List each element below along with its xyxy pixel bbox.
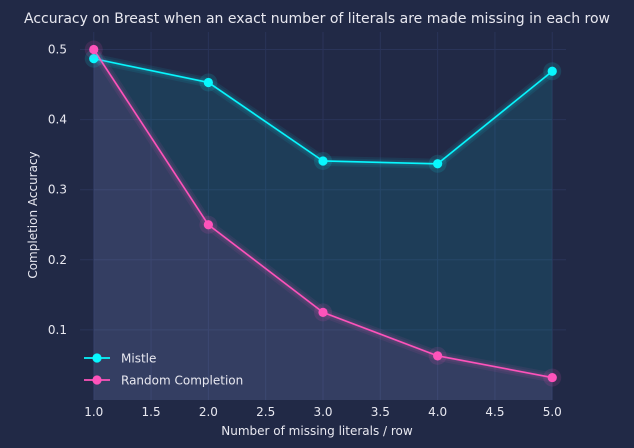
grid <box>80 32 566 400</box>
x-axis-label: Number of missing literals / row <box>221 424 413 438</box>
data-point <box>89 54 99 64</box>
y-tick-label: 0.2 <box>48 253 67 267</box>
x-tick-label: 4.0 <box>428 405 447 419</box>
data-point <box>318 156 328 166</box>
area-fill-0 <box>93 58 553 400</box>
legend-marker <box>92 353 102 363</box>
data-point <box>547 372 557 383</box>
series-points <box>84 40 562 387</box>
y-axis-label: Completion Accuracy <box>26 151 40 278</box>
y-ticks: 0.1 0.2 0.3 0.4 0.5 <box>48 43 67 337</box>
area-fills <box>93 49 553 401</box>
x-tick-label: 5.0 <box>543 405 562 419</box>
data-point <box>433 159 443 169</box>
legend-label: Random Completion <box>121 374 243 388</box>
x-tick-label: 4.5 <box>485 405 504 419</box>
x-tick-label: 2.0 <box>199 405 218 419</box>
legend-label: Mistle <box>121 352 156 366</box>
legend: Mistle Random Completion <box>84 352 243 388</box>
area-fill-1 <box>93 49 553 401</box>
x-tick-label: 3.5 <box>371 405 390 419</box>
x-tick-label: 2.5 <box>256 405 275 419</box>
y-tick-label: 0.4 <box>48 113 67 127</box>
data-point <box>203 77 213 88</box>
data-point <box>433 351 443 361</box>
y-tick-label: 0.5 <box>48 43 67 57</box>
chart-title: Accuracy on Breast when an exact number … <box>24 11 610 27</box>
data-point <box>203 220 213 230</box>
data-point <box>547 66 557 76</box>
x-ticks: 1.0 1.5 2.0 2.5 3.0 3.5 4.0 4.5 5.0 <box>84 405 562 419</box>
data-point <box>318 307 328 317</box>
x-tick-label: 1.5 <box>142 405 161 419</box>
x-tick-label: 3.0 <box>313 405 332 419</box>
x-tick-label: 1.0 <box>84 405 103 419</box>
y-tick-label: 0.3 <box>48 183 67 197</box>
legend-marker <box>92 375 102 385</box>
data-point <box>89 44 99 55</box>
y-tick-label: 0.1 <box>48 323 67 337</box>
